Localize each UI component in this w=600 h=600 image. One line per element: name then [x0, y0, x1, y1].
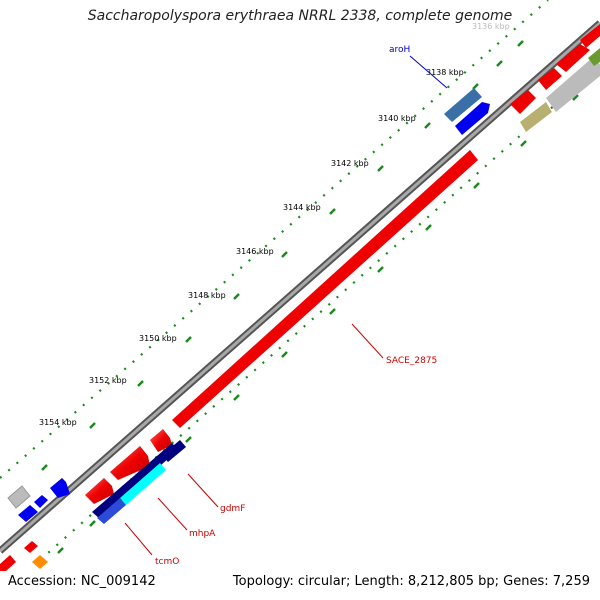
- outer-tick-ring: [0, 0, 549, 479]
- tick-label: 3142 kbp: [331, 159, 369, 168]
- gene-feature[interactable]: [510, 90, 536, 114]
- gene-feature[interactable]: [455, 102, 490, 135]
- gene-feature[interactable]: [150, 429, 172, 452]
- gene-feature[interactable]: [0, 555, 16, 571]
- tick-label: 3136 kbp: [472, 22, 510, 31]
- gene-feature[interactable]: [85, 478, 114, 504]
- gene-feature[interactable]: [18, 505, 38, 522]
- gene-feature[interactable]: [97, 498, 126, 524]
- gene-feature[interactable]: [120, 463, 166, 505]
- tick-label: 3152 kbp: [89, 376, 127, 385]
- gene-feature[interactable]: [7, 485, 31, 509]
- leader-line: [157, 497, 188, 531]
- forward-strand-features: [0, 24, 600, 571]
- tick-label: 3146 kbp: [236, 247, 274, 256]
- tick-label: 3138 kbp: [426, 68, 464, 77]
- accession-text: Accession: NC_009142: [8, 574, 156, 589]
- map-title: Saccharopolyspora erythraea NRRL 2338, c…: [87, 8, 513, 24]
- genome-backbone: [0, 20, 600, 554]
- genome-stats-text: Topology: circular; Length: 8,212,805 bp…: [232, 574, 590, 589]
- gene-labels: aroH SACE_2875 gdmF mhpA tcmO: [124, 45, 448, 567]
- gene-feature[interactable]: [588, 48, 600, 66]
- gene-feature[interactable]: [32, 555, 48, 569]
- gene-label-mhpA[interactable]: mhpA: [189, 529, 216, 539]
- gene-feature[interactable]: [556, 44, 590, 72]
- gene-feature[interactable]: [92, 443, 178, 519]
- gene-label-tcmO[interactable]: tcmO: [155, 557, 179, 567]
- gene-label-SACE_2875[interactable]: SACE_2875: [386, 356, 437, 366]
- gene-feature[interactable]: [34, 495, 48, 508]
- tick-label: 3140 kbp: [378, 114, 416, 123]
- gene-feature[interactable]: [110, 446, 150, 480]
- gene-feature[interactable]: [520, 102, 552, 132]
- gene-feature[interactable]: [444, 88, 482, 122]
- gene-label-aroH[interactable]: aroH: [389, 45, 410, 55]
- leader-line: [187, 473, 219, 508]
- gene-feature[interactable]: [162, 440, 186, 462]
- leader-line: [124, 522, 153, 556]
- tick-labels: 3136 kbp 3138 kbp 3140 kbp 3142 kbp 3144…: [39, 22, 510, 427]
- leader-line: [351, 323, 384, 359]
- major-ticks-outer: [41, 40, 524, 471]
- gene-feature[interactable]: [546, 58, 600, 112]
- tick-label: 3144 kbp: [283, 203, 321, 212]
- gene-feature[interactable]: [24, 541, 38, 553]
- gene-feature[interactable]: [580, 24, 600, 48]
- tick-label: 3150 kbp: [139, 334, 177, 343]
- gene-feature[interactable]: [538, 68, 562, 90]
- gene-label-gdmF[interactable]: gdmF: [220, 504, 245, 514]
- tick-label: 3154 kbp: [39, 418, 77, 427]
- gene-feature[interactable]: [50, 478, 70, 498]
- tick-label: 3148 kbp: [188, 291, 226, 300]
- leader-line: [409, 55, 448, 89]
- gene-feature[interactable]: [172, 150, 478, 428]
